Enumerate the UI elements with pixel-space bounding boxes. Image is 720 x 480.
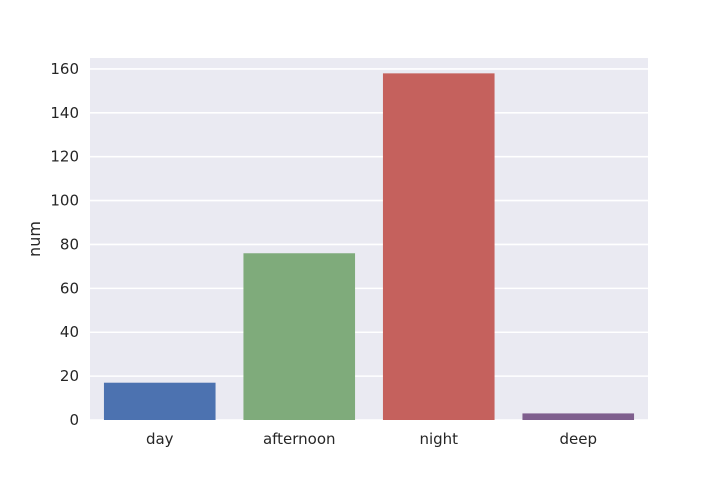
bar-day [103,382,216,420]
x-tick-label-day: day [146,430,174,448]
y-tick-label-80: 80 [60,235,79,253]
y-tick-label-20: 20 [60,367,79,385]
y-tick-label-140: 140 [50,104,79,122]
x-tick-labels: day afternoon night deep [146,430,597,448]
x-tick-label-deep: deep [560,430,598,448]
bars [103,73,635,420]
x-tick-label-afternoon: afternoon [263,430,336,448]
y-tick-label-100: 100 [50,192,79,210]
y-tick-label-60: 60 [60,279,79,297]
y-tick-label-0: 0 [69,411,79,429]
y-axis-label: num [25,221,44,257]
bar-afternoon [243,253,356,420]
x-tick-label-night: night [419,430,458,448]
y-tick-label-40: 40 [60,323,79,341]
bar-deep [522,413,635,420]
y-tick-label-120: 120 [50,148,79,166]
y-tick-label-160: 160 [50,60,79,78]
bar-night [382,73,495,420]
y-tick-labels: 0 20 40 60 80 100 120 140 160 [50,60,79,429]
plot-background [90,58,648,420]
